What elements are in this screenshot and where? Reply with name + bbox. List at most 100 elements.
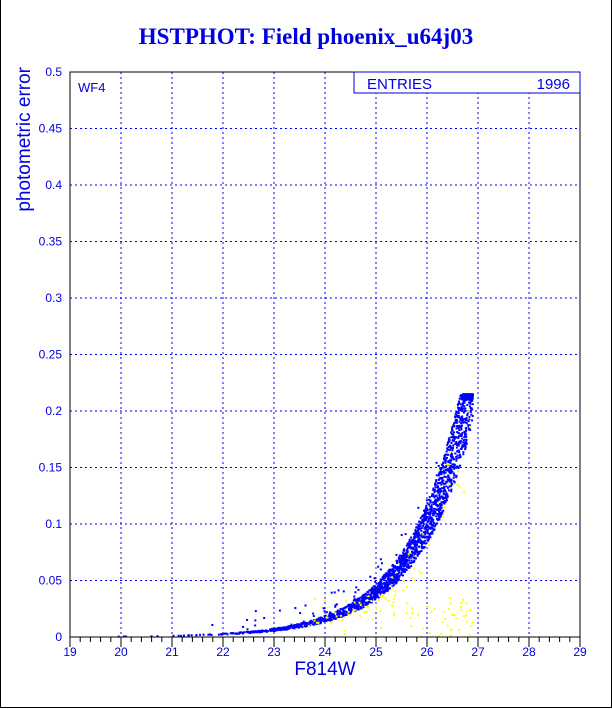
data-point [468,396,471,399]
data-point [460,422,463,425]
x-tick-label: 21 [165,645,179,659]
data-point [416,526,419,529]
y-tick-label: 0.4 [45,178,62,192]
data-point [443,493,446,496]
data-point [255,631,258,634]
x-tick-label: 24 [318,645,332,659]
data-point [438,498,441,501]
data-point [419,538,422,541]
data-point [417,533,420,536]
data-point [457,442,460,445]
data-point [236,632,239,635]
data-point [278,626,281,629]
data-point [333,615,336,618]
data-point [424,528,427,531]
data-point [295,626,298,629]
data-point [431,501,434,504]
data-point [336,609,339,612]
data-point [437,516,440,519]
data-point [423,546,426,549]
data-point [325,619,328,622]
data-point [368,593,371,596]
data-point [342,590,345,593]
data-point [382,586,385,589]
data-point [333,617,336,620]
data-point [342,609,345,612]
data-point [353,602,356,605]
data-point [469,399,472,402]
data-point [467,401,470,404]
data-point [433,525,436,528]
data-point [431,530,434,533]
data-point [377,589,380,592]
data-point [462,411,465,414]
data-point [437,473,440,476]
data-point [446,486,449,489]
data-point-rejected [391,576,394,579]
data-point [467,394,470,397]
data-point [358,599,361,602]
data-point-rejected [427,544,430,547]
data-point [424,513,427,516]
data-point [451,449,454,452]
data-point [434,508,437,511]
data-point [301,622,304,625]
data-point [370,587,373,590]
data-point [391,564,394,567]
data-point [320,618,323,621]
data-point [386,587,389,590]
data-point [445,480,448,483]
data-point [454,415,457,418]
data-point [398,554,401,557]
data-point [426,515,429,518]
data-point [444,457,447,460]
data-point [461,437,464,440]
data-point [449,446,452,449]
data-point [329,619,332,622]
data-point [315,619,318,622]
data-point [455,436,458,439]
data-point [398,575,401,578]
data-point-rejected [447,462,450,465]
data-point [460,440,463,443]
data-point [392,578,395,581]
data-point [429,536,432,539]
data-point [462,397,465,400]
data-point [458,400,461,403]
data-point [467,398,470,401]
data-point [249,630,252,633]
data-point [293,627,296,630]
data-point [466,396,469,399]
data-point [416,541,419,544]
data-point [451,428,454,431]
data-point [275,629,278,632]
data-point [410,547,413,550]
data-point [338,610,341,613]
data-point [434,523,437,526]
data-point [471,397,474,400]
data-point [355,586,358,589]
data-point [406,555,409,558]
data-point [258,631,261,634]
data-point [430,518,433,521]
data-point [443,455,446,458]
data-point [463,435,466,438]
data-point [402,562,405,565]
data-point [414,535,417,538]
data-point [313,623,316,626]
x-tick-label: 25 [369,645,383,659]
data-point [231,632,234,635]
data-point [150,635,153,638]
data-point [395,567,398,570]
data-point [471,415,474,418]
data-point [401,574,404,577]
data-point [458,424,461,427]
data-point [457,444,460,447]
data-point [372,588,375,591]
y-tick-label: 0.3 [45,291,62,305]
data-point [450,479,453,482]
data-point [454,412,457,415]
data-point [469,410,472,413]
data-point [383,582,386,585]
data-point [326,619,329,622]
